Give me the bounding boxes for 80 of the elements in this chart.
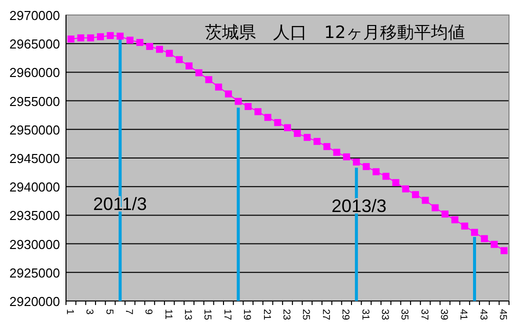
- point: [500, 247, 508, 254]
- point: [323, 143, 330, 150]
- point: [244, 103, 252, 110]
- y-tick-label: 2930000: [9, 236, 60, 252]
- x-tick-label: 19: [241, 309, 252, 321]
- point: [402, 185, 410, 192]
- x-tick-label: 37: [418, 309, 430, 321]
- point: [333, 148, 340, 156]
- point: [392, 179, 400, 186]
- y-tick-label: 2970000: [9, 8, 60, 23]
- x-tick-label: 45: [497, 309, 508, 321]
- point: [264, 114, 272, 121]
- point: [490, 240, 498, 248]
- point: [480, 235, 488, 242]
- point: [126, 36, 134, 44]
- x-tick-label: 39: [438, 309, 450, 321]
- x-tick-label: 33: [378, 309, 390, 321]
- x-tick-label: 35: [398, 309, 410, 321]
- point: [284, 124, 291, 132]
- point: [116, 32, 124, 40]
- point: [422, 196, 429, 204]
- x-tick-label: 21: [260, 309, 272, 321]
- point: [67, 36, 74, 43]
- point: [461, 222, 468, 230]
- x-tick-label: 29: [340, 309, 351, 321]
- point: [136, 38, 144, 46]
- y-tick-label: 2925000: [9, 265, 60, 280]
- y-tick-label: 2965000: [9, 36, 60, 52]
- x-tick-label: 13: [182, 309, 194, 321]
- x-tick-label: 43: [477, 309, 488, 321]
- point: [96, 33, 104, 40]
- point: [352, 158, 360, 166]
- point: [471, 228, 478, 236]
- point: [234, 98, 242, 105]
- point: [195, 69, 202, 76]
- point: [343, 153, 350, 160]
- x-tick-label: 1: [64, 309, 75, 315]
- point: [432, 204, 439, 212]
- point: [106, 32, 114, 40]
- point: [372, 168, 380, 176]
- x-tick-label: 5: [103, 309, 114, 315]
- point: [382, 172, 390, 180]
- point: [215, 84, 222, 91]
- x-tick-label: 17: [221, 309, 232, 321]
- point: [294, 130, 301, 137]
- x-tick-label: 15: [202, 309, 213, 321]
- point: [362, 163, 370, 170]
- point: [224, 90, 232, 98]
- point: [274, 119, 282, 126]
- point: [412, 191, 419, 198]
- y-tick-label: 2955000: [9, 94, 60, 109]
- y-tick-label: 2960000: [9, 65, 60, 80]
- x-tick-label: 3: [84, 309, 95, 315]
- y-tick-label: 2920000: [9, 294, 60, 309]
- point: [87, 34, 94, 42]
- point: [254, 108, 262, 116]
- x-tick-label: 27: [320, 309, 331, 321]
- point: [166, 50, 173, 57]
- point: [77, 34, 84, 42]
- point: [156, 46, 164, 53]
- point: [205, 76, 212, 84]
- point: [442, 210, 449, 218]
- x-tick-label: 23: [280, 309, 292, 321]
- x-tick-label: 41: [458, 309, 469, 321]
- point: [186, 62, 193, 70]
- x-tick-label: 25: [300, 309, 312, 321]
- point: [146, 42, 154, 50]
- point: [304, 134, 311, 141]
- point: [314, 138, 321, 145]
- x-tick-label: 9: [142, 309, 154, 315]
- point: [176, 56, 183, 64]
- y-tick-label: 2940000: [9, 180, 60, 195]
- x-tick-label: 7: [122, 309, 134, 315]
- text: 茨城県 人口 12ヶ月移動平均値: [205, 23, 465, 43]
- x-tick-label: 31: [359, 309, 370, 321]
- point: [451, 216, 458, 224]
- y-tick-label: 2945000: [9, 151, 60, 166]
- y-tick-label: 2935000: [9, 208, 60, 224]
- y-tick-label: 2950000: [9, 122, 60, 138]
- x-tick-label: 11: [162, 309, 174, 320]
